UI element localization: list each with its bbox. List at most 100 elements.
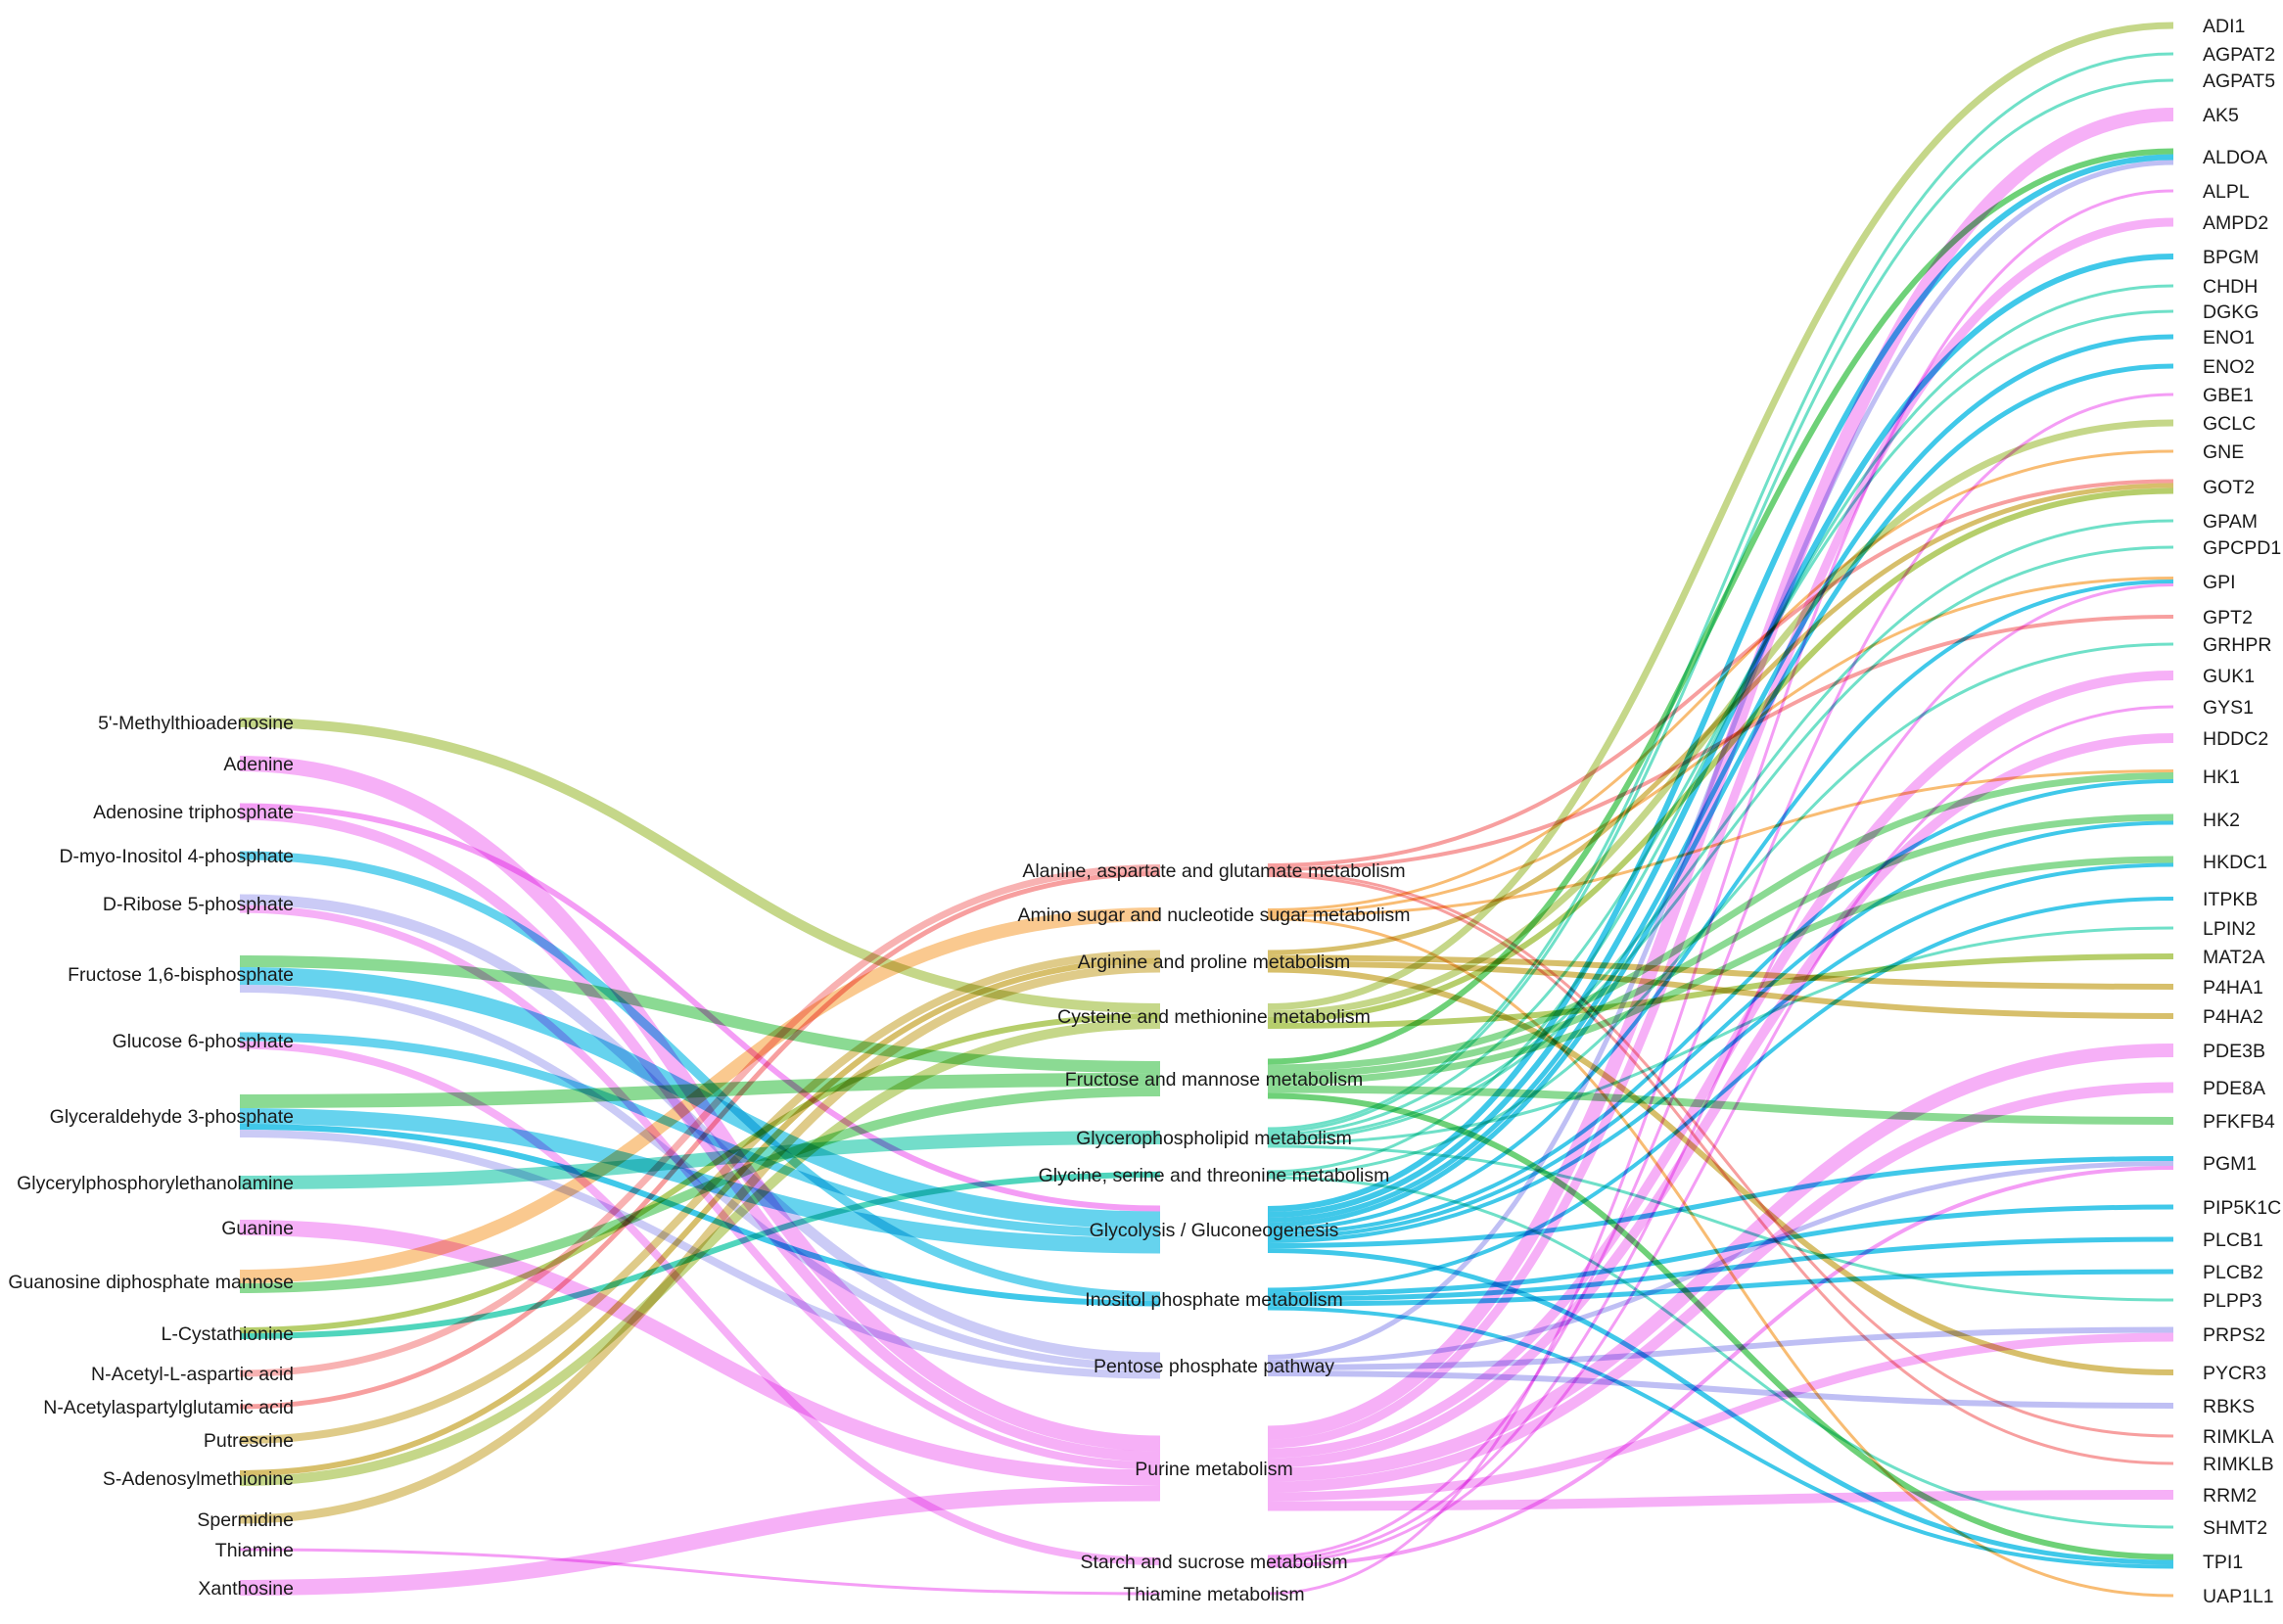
metabolite-flow-gpe-glp [239, 1131, 1161, 1189]
pathway-gene-flows [1267, 22, 2174, 1598]
gene-label-HK1: HK1 [2203, 766, 2240, 788]
gene-label-PFKFB4: PFKFB4 [2203, 1111, 2275, 1133]
gene-flow-cysmet-ADI1 [1267, 22, 2174, 1010]
metabolite-label-thi: Thiamine [215, 1540, 294, 1561]
gene-flow-star-PGM1 [1267, 1166, 2174, 1568]
metabolite-flow-g3p-glyc [239, 1108, 1161, 1254]
metabolite-label-atp: Adenosine triphosphate [93, 802, 294, 823]
pathway-label-ala: Alanine, aspartate and glutamate metabol… [1022, 860, 1405, 882]
metabolite-pathway-flows [239, 718, 1161, 1596]
metabolite-flow-naag-ala [239, 871, 1161, 1410]
metabolite-label-put: Putrescine [204, 1430, 294, 1452]
gene-label-ALDOA: ALDOA [2203, 147, 2267, 168]
gene-flow-glp-LPIN2 [1267, 926, 2174, 1145]
metabolite-flow-xan-pur [239, 1485, 1161, 1596]
pathway-label-thim: Thiamine metabolism [1123, 1584, 1304, 1605]
gene-label-AGPAT5: AGPAT5 [2203, 70, 2275, 92]
gene-flow-ala-RIMKLB [1267, 874, 2174, 1465]
metabolite-label-sam: S-Adenosylmethionine [103, 1468, 294, 1490]
gene-flow-arg-P4HA2 [1267, 960, 2174, 1019]
metabolite-flow-r5p-ppp [239, 894, 1161, 1364]
gene-flow-glyc-TPI1 [1267, 1248, 2174, 1565]
gene-label-UAP1L1: UAP1L1 [2203, 1586, 2274, 1607]
metabolite-flow-sam-cysmet [239, 1019, 1161, 1486]
gene-flow-ino-PLCB2 [1267, 1269, 2174, 1307]
gene-label-HK2: HK2 [2203, 810, 2240, 831]
metabolite-label-fbp: Fructose 1,6-bisphosphate [68, 964, 294, 986]
gene-label-GPT2: GPT2 [2203, 607, 2253, 628]
gene-label-GUK1: GUK1 [2203, 666, 2255, 687]
gene-label-P4HA1: P4HA1 [2203, 977, 2263, 998]
gene-flow-amino-GNE [1267, 449, 2174, 911]
pathway-label-cysmet: Cysteine and methionine metabolism [1057, 1006, 1371, 1028]
metabolite-flow-thi-thim [239, 1548, 1161, 1596]
gene-label-GPCPD1: GPCPD1 [2203, 537, 2281, 559]
gene-label-PLCB1: PLCB1 [2203, 1230, 2263, 1251]
pathway-label-glp: Glycerophospholipid metabolism [1076, 1128, 1352, 1149]
gene-flow-ala-GPT2 [1267, 615, 2174, 871]
pathway-label-glyc: Glycolysis / Gluconeogenesis [1090, 1220, 1339, 1241]
gene-label-PLCB2: PLCB2 [2203, 1262, 2263, 1283]
gene-flow-pur-GUK1 [1267, 671, 2174, 1459]
gene-label-GPI: GPI [2203, 572, 2236, 593]
gene-label-PDE8A: PDE8A [2203, 1078, 2265, 1099]
gene-flow-amino-HK1 [1267, 769, 2174, 917]
gene-label-ENO2: ENO2 [2203, 356, 2255, 378]
metabolite-flow-naa-ala [239, 864, 1161, 1377]
gene-flow-amino-UAP1L1 [1267, 917, 2174, 1598]
gene-flow-glyc-HK2 [1267, 820, 2174, 1239]
pathway-label-pur: Purine metabolism [1135, 1459, 1292, 1480]
gene-label-ITPKB: ITPKB [2203, 889, 2258, 910]
gene-label-BPGM: BPGM [2203, 247, 2259, 268]
metabolite-flow-g6p-glyc [239, 1032, 1161, 1238]
gene-flow-pur-HDDC2 [1267, 733, 2174, 1468]
metabolite-label-gpe: Glycerylphosphorylethanolamine [17, 1173, 294, 1194]
metabolite-label-cys: L-Cystathionine [162, 1323, 295, 1345]
gene-flow-gly-GRHPR [1267, 642, 2174, 1177]
gene-label-PRPS2: PRPS2 [2203, 1324, 2265, 1346]
gene-flow-ppp-PRPS2 [1267, 1326, 2174, 1370]
gene-label-MAT2A: MAT2A [2203, 947, 2265, 968]
gene-label-RBKS: RBKS [2203, 1396, 2255, 1417]
metabolite-flow-cys-cysmet [239, 1013, 1161, 1333]
metabolite-flow-spd-arg [239, 963, 1161, 1524]
metabolite-label-ade: Adenine [223, 754, 294, 775]
gene-flow-ppp-PGM1 [1267, 1161, 2174, 1365]
gene-label-RRM2: RRM2 [2203, 1485, 2257, 1507]
gene-flow-ino-TPI1 [1267, 1306, 2174, 1569]
metabolite-label-g6p: Glucose 6-phosphate [113, 1031, 294, 1052]
gene-labels: ADI1 AGPAT2 AGPAT5 AK5 ALDOA ALPL AMPD2 BPGM CHD… [2203, 16, 2281, 1607]
metabolite-label-spd: Spermidine [197, 1509, 294, 1531]
gene-label-PLPP3: PLPP3 [2203, 1290, 2262, 1312]
pathway-label-ppp: Pentose phosphate pathway [1094, 1356, 1334, 1377]
gene-label-RIMKLB: RIMKLB [2203, 1454, 2274, 1475]
metabolite-label-g3p: Glyceraldehyde 3-phosphate [50, 1106, 294, 1128]
gene-flow-glyc-ENO2 [1267, 363, 2174, 1228]
gene-flow-glp-PLPP3 [1267, 1144, 2174, 1302]
metabolite-flow-fbp-fru [239, 955, 1161, 1073]
gene-flow-fru-HK1 [1267, 772, 2174, 1072]
metabolite-flow-put-arg [239, 950, 1161, 1444]
gene-label-GOT2: GOT2 [2203, 477, 2255, 498]
gene-label-AMPD2: AMPD2 [2203, 212, 2268, 234]
gene-flow-arg-P4HA1 [1267, 954, 2174, 990]
gene-flow-fru-ALDOA [1267, 148, 2174, 1065]
gene-label-HKDC1: HKDC1 [2203, 852, 2267, 873]
gene-flow-ino-PIP5K1C [1267, 1204, 2174, 1297]
gene-flow-ino-PLCB1 [1267, 1236, 2174, 1302]
gene-label-PGM1: PGM1 [2203, 1153, 2257, 1175]
gene-flow-fru-PFKFB4 [1267, 1085, 2174, 1125]
metabolite-label-r5p: D-Ribose 5-phosphate [103, 894, 294, 915]
metabolite-label-gua: Guanine [221, 1218, 294, 1239]
metabolite-label-ip4: D-myo-Inositol 4-phosphate [59, 846, 294, 867]
metabolite-flow-sam-arg [239, 957, 1161, 1476]
gene-flow-glp-GPAM [1267, 519, 2174, 1139]
pathway-label-arg: Arginine and proline metabolism [1078, 951, 1351, 973]
metabolite-label-naa: N-Acetyl-L-aspartic acid [91, 1364, 294, 1385]
gene-label-DGKG: DGKG [2203, 302, 2259, 323]
metabolite-flow-gdpm-fru [239, 1087, 1161, 1293]
gene-label-HDDC2: HDDC2 [2203, 728, 2268, 750]
pathway-label-fru: Fructose and mannose metabolism [1065, 1069, 1364, 1090]
gene-flow-cysmet-GOT2 [1267, 487, 2174, 1023]
metabolite-labels: 5'-Methylthioadenosine Adenine Adenosine t… [8, 713, 294, 1600]
